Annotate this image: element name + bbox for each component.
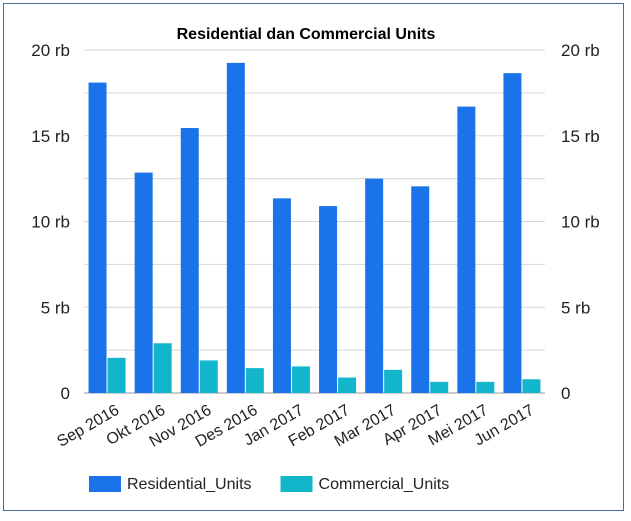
bar-commercial-units-2 bbox=[199, 360, 218, 393]
y-tick-label-left: 15 rb bbox=[31, 127, 70, 146]
bar-residential-units-6 bbox=[365, 178, 384, 393]
bar-commercial-units-5 bbox=[338, 377, 357, 393]
bar-residential-units-2 bbox=[180, 128, 199, 393]
bar-commercial-units-9 bbox=[522, 379, 541, 393]
bar-residential-units-7 bbox=[411, 186, 430, 393]
bar-residential-units-8 bbox=[457, 106, 476, 393]
legend-swatch bbox=[280, 476, 313, 492]
bar-commercial-units-6 bbox=[384, 369, 403, 393]
y-tick-label-left: 5 rb bbox=[41, 298, 70, 317]
legend-label: Commercial_Units bbox=[319, 476, 450, 493]
legend: Residential_Units Commercial_Units bbox=[89, 476, 449, 493]
legend-label: Residential_Units bbox=[127, 476, 252, 493]
bar-residential-units-4 bbox=[272, 198, 291, 393]
y-tick-label-right: 20 rb bbox=[561, 41, 600, 60]
bar-residential-units-0 bbox=[88, 82, 107, 394]
bar-commercial-units-0 bbox=[107, 357, 126, 393]
bar-commercial-units-8 bbox=[476, 381, 495, 393]
bar-commercial-units-7 bbox=[430, 381, 449, 393]
chart-title: Residential dan Commercial Units bbox=[177, 26, 436, 43]
legend-swatch bbox=[89, 476, 121, 492]
bar-residential-units-3 bbox=[226, 62, 245, 394]
bar-commercial-units-4 bbox=[291, 366, 310, 393]
y-tick-label-right: 15 rb bbox=[561, 127, 600, 146]
bar-residential-units-5 bbox=[319, 206, 338, 393]
grid-lines bbox=[84, 49, 545, 394]
y-tick-label-left: 0 bbox=[61, 384, 70, 403]
y-tick-label-right: 0 bbox=[561, 384, 570, 403]
bar-commercial-units-3 bbox=[245, 368, 264, 393]
bar-commercial-units-1 bbox=[153, 343, 172, 393]
left-y-axis: 0 5 rb 10 rb 15 rb 20 rb bbox=[31, 41, 70, 403]
y-tick-label-left: 20 rb bbox=[31, 41, 70, 60]
y-tick-label-right: 10 rb bbox=[561, 213, 600, 232]
bars bbox=[88, 62, 541, 394]
bar-residential-units-9 bbox=[503, 73, 522, 393]
y-tick-label-left: 10 rb bbox=[31, 213, 70, 232]
bar-residential-units-1 bbox=[134, 172, 153, 393]
right-y-axis: 0 5 rb 10 rb 15 rb 20 rb bbox=[561, 41, 600, 403]
y-tick-label-right: 5 rb bbox=[561, 298, 590, 317]
